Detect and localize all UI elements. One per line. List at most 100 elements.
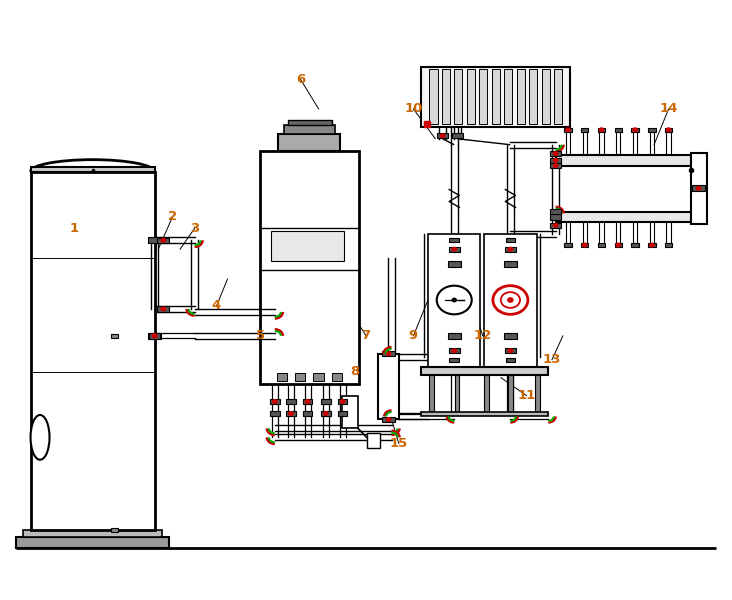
Circle shape — [553, 158, 558, 162]
Bar — [484, 374, 488, 413]
Bar — [277, 373, 287, 380]
Bar — [338, 399, 348, 404]
Bar — [554, 70, 562, 124]
Bar — [508, 374, 512, 413]
Bar — [632, 243, 639, 247]
Bar — [455, 70, 463, 124]
Bar — [632, 128, 639, 131]
Bar — [338, 411, 348, 416]
Circle shape — [493, 286, 528, 314]
Bar — [649, 128, 655, 131]
Circle shape — [553, 224, 558, 227]
Bar — [31, 167, 154, 172]
Bar — [303, 399, 313, 404]
Bar — [449, 238, 459, 242]
Bar — [556, 212, 690, 223]
Bar — [271, 232, 344, 261]
Bar — [484, 235, 537, 368]
Bar — [550, 163, 561, 169]
Bar — [286, 399, 296, 404]
Circle shape — [633, 128, 638, 131]
Bar — [452, 133, 463, 138]
Bar — [421, 367, 548, 374]
Text: 6: 6 — [296, 73, 305, 86]
Bar — [437, 133, 448, 138]
Bar — [278, 134, 340, 151]
Bar — [378, 354, 399, 419]
Bar — [157, 306, 169, 311]
Bar — [23, 530, 162, 537]
Circle shape — [324, 412, 328, 415]
Text: 5: 5 — [255, 329, 265, 343]
Bar — [313, 373, 324, 380]
Circle shape — [386, 418, 391, 421]
Text: 2: 2 — [168, 210, 177, 223]
Circle shape — [161, 238, 165, 242]
Bar — [690, 153, 706, 224]
Circle shape — [340, 400, 345, 403]
Circle shape — [553, 152, 558, 155]
Circle shape — [161, 307, 165, 311]
Bar — [16, 537, 169, 548]
Bar — [550, 209, 561, 214]
Bar — [430, 70, 438, 124]
Circle shape — [583, 243, 587, 247]
Bar — [148, 333, 161, 339]
Text: 1: 1 — [70, 222, 79, 235]
Bar — [529, 70, 537, 124]
Circle shape — [508, 247, 512, 251]
Bar — [692, 185, 705, 191]
Text: 8: 8 — [351, 365, 359, 378]
Circle shape — [553, 164, 558, 167]
Bar — [455, 374, 460, 413]
Bar — [421, 412, 548, 416]
Bar — [665, 128, 672, 131]
Circle shape — [650, 243, 654, 247]
Bar — [564, 243, 572, 247]
Bar — [504, 261, 517, 267]
Circle shape — [566, 128, 570, 131]
Bar — [149, 333, 160, 338]
Bar — [382, 417, 395, 422]
Bar — [505, 349, 516, 353]
Bar — [556, 155, 690, 166]
Bar — [295, 373, 305, 380]
Bar — [442, 70, 450, 124]
Text: 7: 7 — [362, 329, 370, 343]
Circle shape — [696, 187, 701, 190]
Circle shape — [600, 128, 604, 131]
Circle shape — [508, 349, 512, 353]
Circle shape — [386, 352, 391, 356]
Circle shape — [508, 298, 513, 302]
Bar — [615, 243, 622, 247]
Circle shape — [272, 400, 277, 403]
Bar — [332, 373, 342, 380]
Bar — [581, 128, 589, 131]
Bar — [288, 120, 332, 125]
Bar — [542, 70, 550, 124]
Ellipse shape — [31, 415, 50, 460]
Bar — [615, 128, 622, 131]
Bar — [581, 243, 589, 247]
Bar — [665, 243, 672, 247]
Bar — [31, 172, 154, 530]
Bar — [430, 374, 434, 413]
Bar — [157, 238, 169, 243]
Bar — [342, 395, 358, 428]
Bar — [504, 70, 512, 124]
Bar — [428, 235, 480, 368]
Circle shape — [152, 334, 157, 338]
Circle shape — [441, 134, 445, 137]
Bar — [367, 433, 380, 448]
Bar — [506, 238, 515, 242]
Text: 12: 12 — [474, 329, 492, 343]
Circle shape — [437, 286, 471, 314]
Bar — [261, 151, 359, 383]
Bar — [506, 358, 515, 362]
Bar — [492, 70, 500, 124]
Text: 4: 4 — [212, 299, 221, 313]
Bar — [421, 67, 570, 127]
Bar — [504, 333, 517, 339]
Bar — [505, 247, 516, 251]
Bar — [479, 70, 488, 124]
